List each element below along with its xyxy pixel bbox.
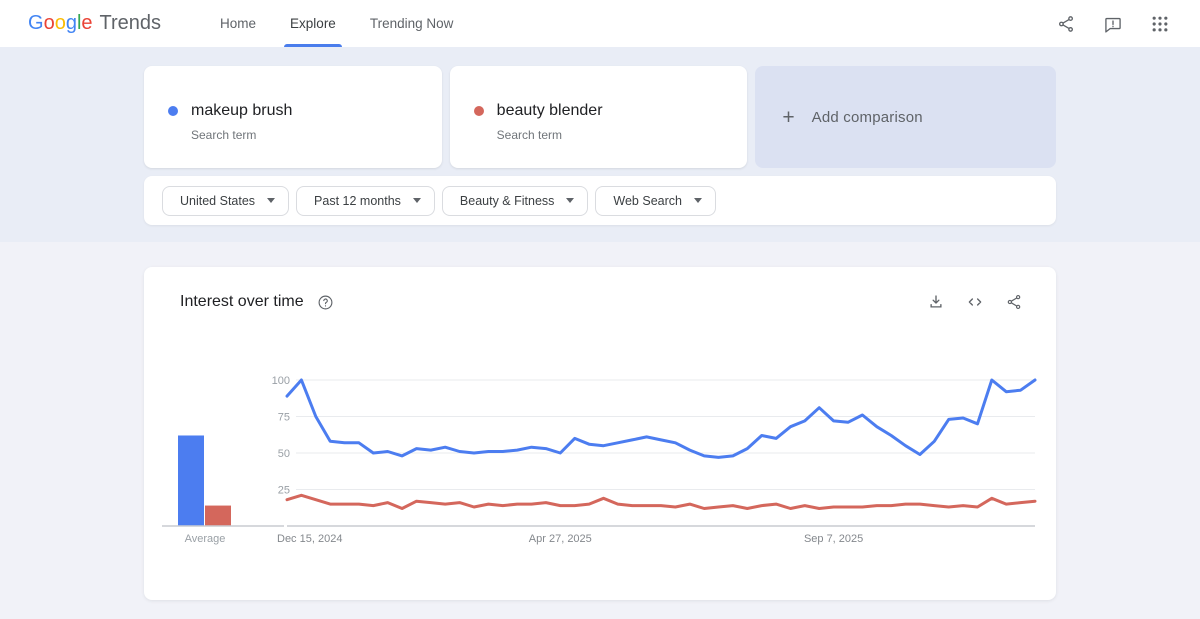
nav-tabs: Home Explore Trending Now <box>203 0 470 47</box>
term-card-beauty-blender[interactable]: beauty blender Search term <box>449 66 748 168</box>
x-axis-tick-0: Dec 15, 2024 <box>277 533 342 545</box>
embed-icon[interactable] <box>965 292 985 312</box>
tab-trending-now[interactable]: Trending Now <box>353 0 471 47</box>
series-line-makeup-brush[interactable] <box>285 378 1037 459</box>
term-type-label: Search term <box>496 128 563 142</box>
top-navigation: Google Trends Home Explore Trending Now <box>0 0 1200 47</box>
add-comparison-button[interactable]: + Add comparison <box>755 66 1057 168</box>
add-comparison-label: Add comparison <box>811 108 923 126</box>
y-axis-tick-25: 25 <box>278 485 290 497</box>
comparison-row: makeup brush Search term beauty blender … <box>144 66 1057 168</box>
series-line-beauty-blender[interactable] <box>285 493 1037 510</box>
feedback-icon[interactable] <box>1103 14 1123 34</box>
y-axis-tick-75: 75 <box>278 412 290 424</box>
logo-trends-text: Trends <box>99 12 162 34</box>
filter-category-dropdown[interactable]: Beauty & Fitness <box>441 185 589 216</box>
chart-header: Interest over time <box>144 292 1056 312</box>
share-icon[interactable] <box>1056 14 1076 34</box>
chevron-down-icon <box>267 198 276 203</box>
average-bar-beauty-blender[interactable] <box>205 505 231 526</box>
series-color-dot-blue <box>168 106 178 116</box>
y-axis-tick-100: 100 <box>272 375 290 387</box>
chart-title: Interest over time <box>180 293 304 310</box>
explore-header-band: makeup brush Search term beauty blender … <box>0 47 1200 242</box>
term-title: makeup brush <box>191 102 293 119</box>
x-axis-tick-1: Apr 27, 2025 <box>529 533 592 545</box>
filter-search-type-dropdown[interactable]: Web Search <box>595 185 716 216</box>
nav-actions <box>1056 14 1170 34</box>
filter-time-range-dropdown[interactable]: Past 12 months <box>296 185 435 216</box>
trend-chart[interactable]: 25 50 75 100 Average Dec 15, 2024 Apr 27, 2025… <box>144 342 1056 560</box>
tab-home[interactable]: Home <box>203 0 273 47</box>
tab-explore-label: Explore <box>290 16 336 31</box>
chevron-down-icon <box>693 198 702 203</box>
plus-icon: + <box>782 105 795 129</box>
chevron-down-icon <box>566 198 575 203</box>
term-card-makeup-brush[interactable]: makeup brush Search term <box>144 66 442 168</box>
series-color-dot-red <box>473 106 484 116</box>
filter-category-value: Beauty & Fitness <box>459 193 555 208</box>
active-tab-indicator <box>284 44 342 47</box>
chart-area: 25 50 75 100 Average Dec 15, 2024 Apr 27, 2025… <box>144 342 1056 560</box>
logo-google-wordmark: Google <box>28 12 93 34</box>
tab-home-label: Home <box>220 16 257 31</box>
x-axis-tick-2: Sep 7, 2025 <box>804 533 863 545</box>
download-icon[interactable] <box>926 292 946 312</box>
term-title: beauty blender <box>496 102 603 119</box>
chart-actions <box>926 292 1024 312</box>
chevron-down-icon <box>412 198 421 203</box>
y-axis-tick-50: 50 <box>278 448 290 460</box>
share-icon[interactable] <box>1004 292 1024 312</box>
filter-region-value: United States <box>180 193 256 208</box>
average-bar-makeup-brush[interactable] <box>178 435 204 526</box>
tab-trending-now-label: Trending Now <box>369 16 454 31</box>
main-content: Interest over time <box>0 242 1200 600</box>
apps-grid-icon[interactable] <box>1150 14 1170 34</box>
interest-over-time-card: Interest over time <box>144 267 1056 600</box>
filter-region-dropdown[interactable]: United States <box>162 185 290 216</box>
help-icon[interactable] <box>317 294 334 311</box>
filters-bar: United States Past 12 months Beauty & Fi… <box>144 176 1056 225</box>
filter-time-range-value: Past 12 months <box>314 193 401 208</box>
average-label: Average <box>185 533 226 545</box>
term-type-label: Search term <box>191 128 257 142</box>
google-trends-logo[interactable]: Google Trends <box>28 12 161 35</box>
filter-search-type-value: Web Search <box>613 193 682 208</box>
tab-explore[interactable]: Explore <box>273 0 353 47</box>
